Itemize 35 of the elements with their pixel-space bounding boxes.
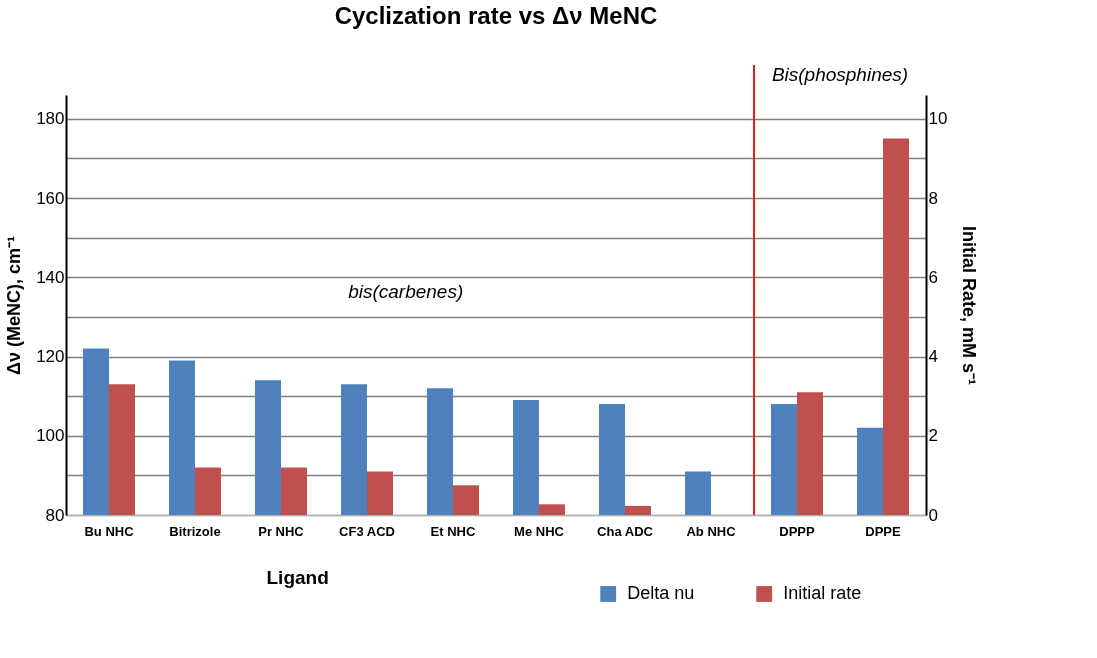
y-axis-title: Δν (MeNC), cm⁻¹ xyxy=(4,236,25,375)
y-tick-label: 100 xyxy=(36,426,65,446)
x-tick-label: DPPP xyxy=(779,523,816,539)
y-tick-label: 120 xyxy=(36,347,65,367)
x-tick-label: Cha ADC xyxy=(597,523,654,539)
x-tick-label: Pr NHC xyxy=(258,523,305,539)
bar xyxy=(195,467,221,515)
bar xyxy=(883,138,909,515)
x-tick-label: CF3 ACD xyxy=(339,523,395,539)
x-tick-label: Bu NHC xyxy=(84,523,135,539)
bar xyxy=(539,504,565,515)
annotation: bis(carbenes) xyxy=(348,281,464,303)
bar xyxy=(453,485,479,515)
y2-tick-label: 6 xyxy=(928,267,938,287)
x-tick-label: Bitrizole xyxy=(169,523,221,539)
chart-title: Cyclization rate vs Δν MeNC xyxy=(334,2,658,29)
y-tick-label: 80 xyxy=(45,505,65,525)
legend-label: Delta nu xyxy=(627,583,695,603)
bar xyxy=(625,505,651,515)
x-axis-title: Ligand xyxy=(266,566,329,588)
x-tick-label: Et NHC xyxy=(430,523,476,539)
x-tick-label: Ab NHC xyxy=(686,523,737,539)
y-tick-label: 140 xyxy=(36,267,65,287)
text: Bis(phosphines) xyxy=(771,64,909,85)
x-tick-label: Me NHC xyxy=(514,523,565,539)
y-tick-label: 180 xyxy=(36,109,65,129)
legend-label: Initial rate xyxy=(783,583,862,603)
y-tick-label: 160 xyxy=(36,188,65,208)
y2-tick-label: 10 xyxy=(928,109,948,129)
x-tick-label: DPPE xyxy=(865,523,902,539)
y2-tick-label: 2 xyxy=(928,426,938,446)
y2-tick-label: 4 xyxy=(928,347,938,367)
y2-tick-label: 8 xyxy=(928,188,938,208)
y2-tick-label: 0 xyxy=(928,505,938,525)
y2-axis-title: Initial Rate, mM s⁻¹ xyxy=(959,225,980,386)
